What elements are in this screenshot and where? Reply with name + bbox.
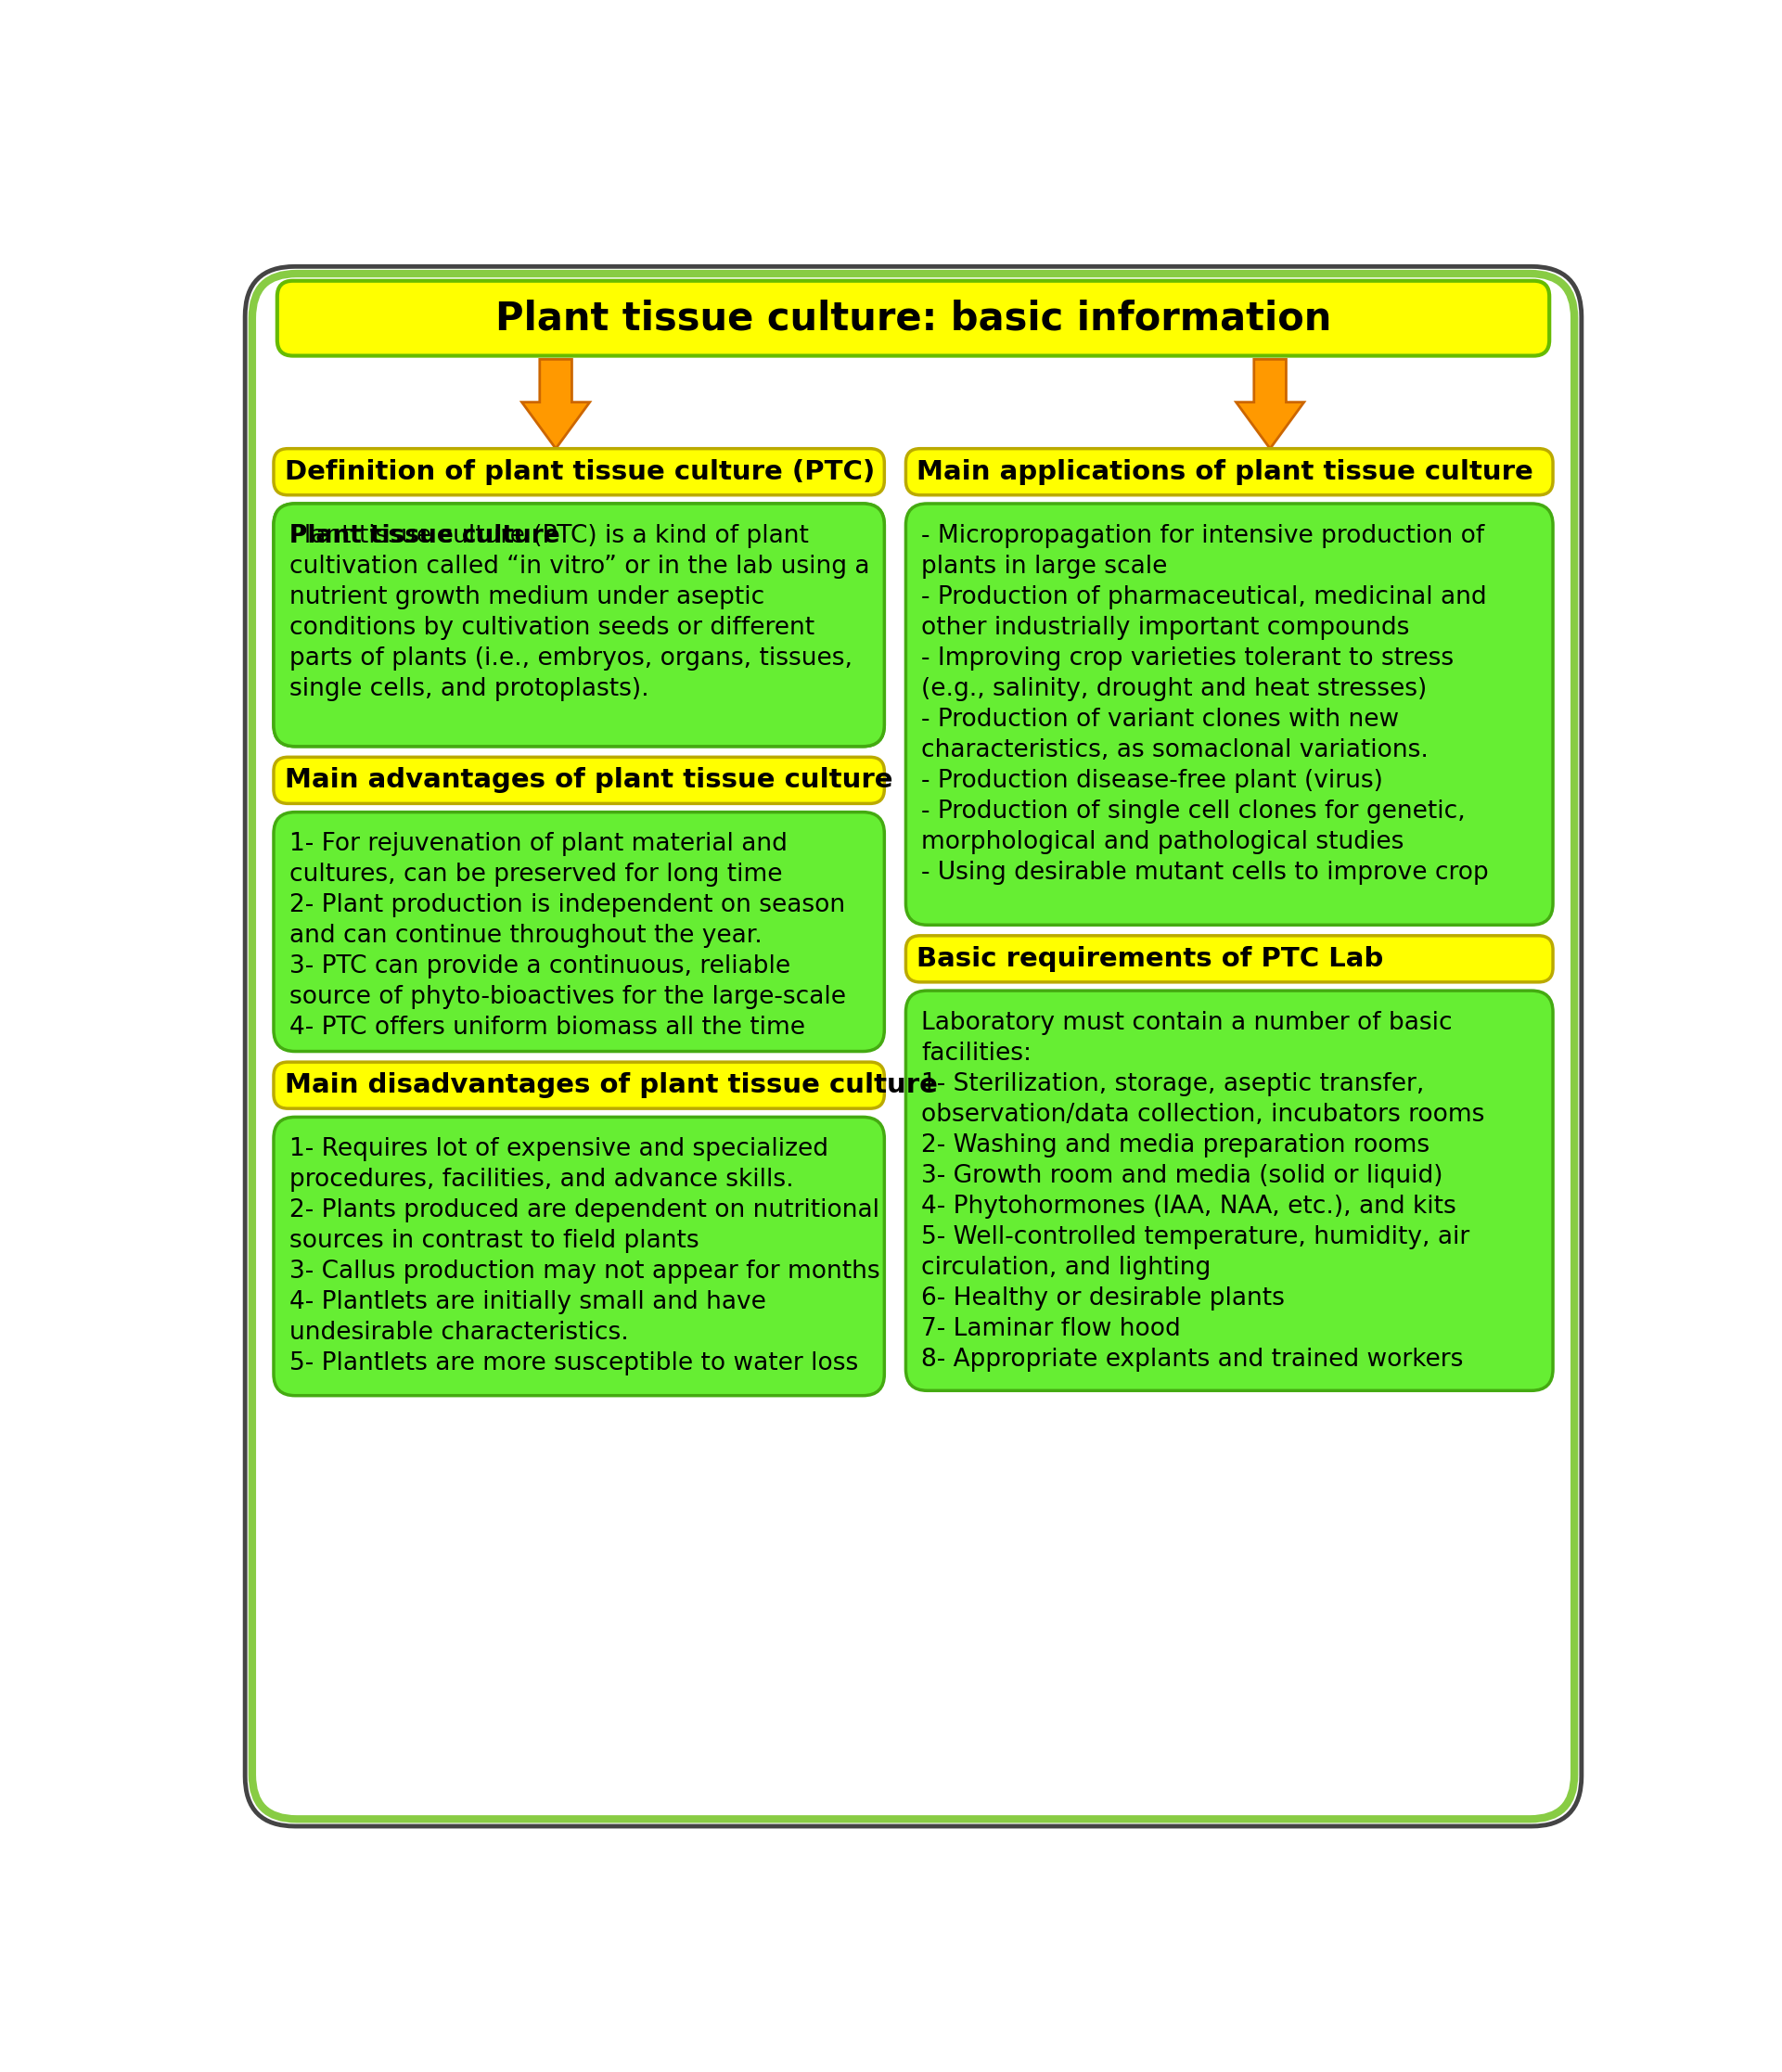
Polygon shape <box>1237 358 1304 450</box>
FancyBboxPatch shape <box>274 503 884 746</box>
FancyBboxPatch shape <box>274 756 884 804</box>
Text: Definition of plant tissue culture (PTC): Definition of plant tissue culture (PTC) <box>285 458 875 485</box>
Text: Basic requirements of PTC Lab: Basic requirements of PTC Lab <box>916 947 1383 972</box>
FancyBboxPatch shape <box>278 282 1549 356</box>
Text: Plant tissue culture (PTC) is a kind of plant
cultivation called “in vitro” or i: Plant tissue culture (PTC) is a kind of … <box>289 524 870 700</box>
FancyBboxPatch shape <box>274 1063 884 1109</box>
FancyBboxPatch shape <box>905 990 1552 1390</box>
FancyBboxPatch shape <box>274 450 884 495</box>
Text: 1- For rejuvenation of plant material and
cultures, can be preserved for long ti: 1- For rejuvenation of plant material an… <box>289 833 846 1040</box>
FancyBboxPatch shape <box>274 1117 884 1397</box>
Text: - Micropropagation for intensive production of
plants in large scale
- Productio: - Micropropagation for intensive product… <box>921 524 1490 885</box>
FancyBboxPatch shape <box>905 937 1552 982</box>
Text: 1- Requires lot of expensive and specialized
procedures, facilities, and advance: 1- Requires lot of expensive and special… <box>289 1138 880 1376</box>
Text: Laboratory must contain a number of basic
facilities:
1- Sterilization, storage,: Laboratory must contain a number of basi… <box>921 1011 1484 1372</box>
Text: Main disadvantages of plant tissue culture: Main disadvantages of plant tissue cultu… <box>285 1073 937 1098</box>
FancyBboxPatch shape <box>274 812 884 1051</box>
Text: Main advantages of plant tissue culture: Main advantages of plant tissue culture <box>285 767 893 794</box>
FancyBboxPatch shape <box>246 267 1581 1825</box>
Polygon shape <box>522 358 590 450</box>
Text: Plant tissue culture: basic information: Plant tissue culture: basic information <box>495 298 1331 338</box>
FancyBboxPatch shape <box>905 450 1552 495</box>
Text: Plant tissue culture: Plant tissue culture <box>289 524 560 547</box>
FancyBboxPatch shape <box>274 503 884 746</box>
FancyBboxPatch shape <box>253 274 1574 1819</box>
FancyBboxPatch shape <box>905 503 1552 924</box>
Text: Main applications of plant tissue culture: Main applications of plant tissue cultur… <box>916 458 1533 485</box>
